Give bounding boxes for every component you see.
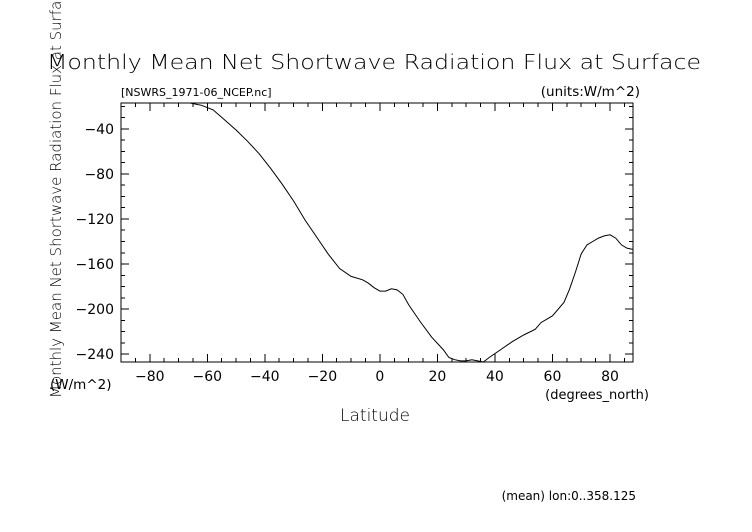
x-tick-label: −40 — [250, 369, 280, 385]
x-tick-label: −20 — [308, 369, 338, 385]
chart-title: Monthly Mean Net Shortwave Radiation Flu… — [47, 50, 701, 74]
y-tick-label: −160 — [76, 257, 114, 273]
x-tick-label: 20 — [428, 369, 446, 385]
footer-note: (mean) lon:0..358.125 — [502, 489, 636, 503]
axis-ticks — [120, 103, 633, 362]
tick-labels: −80 −60 −40 −20 0 20 40 60 80−40−80−120−160−200−… — [76, 122, 619, 385]
plot-frame — [120, 102, 634, 363]
x-tick-label: 0 — [375, 369, 384, 385]
y-tick-label: −200 — [76, 302, 114, 318]
y-axis-label: Monthly Mean Net Shortwave Radiation Flu… — [47, 0, 65, 398]
chart-subtitle-file: [NSWRS_1971-06_NCEP.nc] — [121, 86, 272, 99]
x-tick-label: −80 — [135, 369, 165, 385]
x-tick-label: 40 — [486, 369, 504, 385]
y-tick-label: −120 — [76, 212, 114, 228]
x-tick-label: −60 — [193, 369, 223, 385]
y-tick-label: −240 — [76, 347, 114, 363]
series-line — [189, 102, 634, 363]
x-axis-label: Latitude — [340, 406, 410, 426]
x-tick-label: 60 — [544, 369, 562, 385]
x-tick-label: 80 — [601, 369, 619, 385]
x-axis-units: (degrees_north) — [545, 388, 649, 403]
y-tick-label: −80 — [84, 167, 114, 183]
y-tick-label: −40 — [84, 122, 114, 138]
chart-subtitle-units: (units:W/m^2) — [541, 84, 640, 100]
y-axis-units: (W/m^2) — [50, 377, 111, 393]
